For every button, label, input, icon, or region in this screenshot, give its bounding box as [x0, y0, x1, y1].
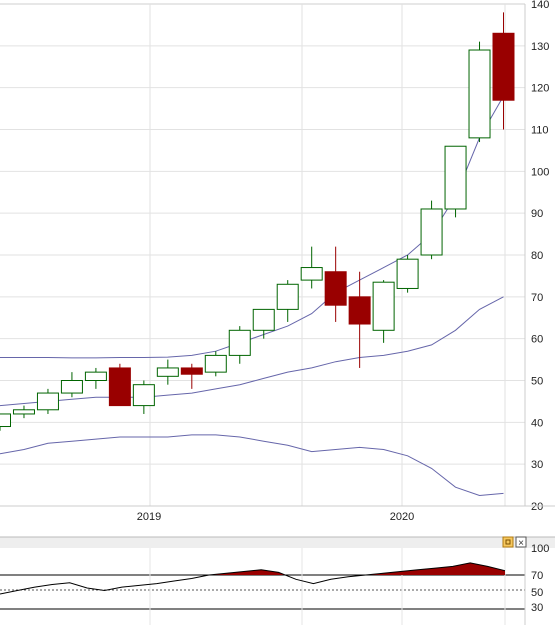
candle-body: [36, 392, 59, 411]
x-tick-label: 2020: [390, 511, 414, 523]
candle: [420, 200, 443, 260]
candle: [348, 271, 371, 368]
candle-body: [12, 409, 35, 415]
candle: [300, 246, 323, 289]
candle: [36, 388, 59, 414]
candle-body: [492, 32, 515, 101]
close-icon-glyph: ×: [518, 538, 524, 549]
settings-icon-glyph: [505, 539, 511, 545]
candle: [156, 359, 179, 385]
y-tick-label: 60: [531, 334, 543, 346]
candle-body: [252, 308, 275, 331]
x-tick-label: 2019: [137, 511, 161, 523]
candle: [228, 326, 251, 364]
overbought-fill: [209, 569, 286, 575]
y-tick-label: 120: [531, 83, 549, 95]
candle-body: [180, 367, 203, 375]
close-icon-box: [515, 536, 527, 548]
candle-body: [300, 267, 323, 281]
y-tick-label: 110: [531, 125, 549, 137]
y-tick-label: 100: [531, 166, 549, 178]
band-lower-line: [0, 434, 504, 497]
candle: [492, 12, 515, 130]
candle: [60, 372, 83, 398]
candle: [324, 246, 347, 322]
candle-body: [228, 329, 251, 356]
y-tick-label: 30: [531, 459, 543, 471]
candle-body: [420, 208, 443, 256]
candle-body: [204, 354, 227, 373]
oscillator-y-tick-label: 100: [531, 543, 549, 555]
candle-body: [0, 413, 11, 428]
candle: [204, 351, 227, 377]
candle: [468, 41, 491, 143]
band-upper-line: [0, 95, 504, 359]
candle-body: [396, 258, 419, 289]
settings-icon-box: [502, 536, 514, 548]
y-tick-label: 80: [531, 250, 543, 262]
candle: [444, 145, 467, 218]
candle: [180, 363, 203, 389]
candle: [252, 308, 275, 339]
oscillator-panel: × 100 70 50 30: [0, 536, 555, 625]
y-tick-label: 140: [531, 0, 549, 11]
oscillator-line: [0, 562, 506, 595]
candle: [372, 280, 395, 343]
candle: [396, 255, 419, 293]
y-tick-label: 90: [531, 208, 543, 220]
candle-body: [348, 296, 371, 325]
y-tick-label: 70: [531, 292, 543, 304]
candle-body: [444, 145, 467, 210]
y-tick-label: 130: [531, 41, 549, 53]
y-tick-label: 20: [531, 501, 543, 513]
candle-body: [108, 367, 131, 407]
candle: [132, 380, 155, 414]
candle-body: [60, 380, 83, 394]
close-icon[interactable]: ×: [515, 536, 527, 549]
candle-body: [132, 384, 155, 407]
candle: [12, 405, 35, 419]
candle-body: [324, 271, 347, 306]
y-tick-label: 40: [531, 417, 543, 429]
candle-body: [276, 283, 299, 310]
price-panel: 140 130 120 110 100 90 80 70 60 50 40 30 20 2019 2020: [0, 0, 555, 523]
y-tick-label: 50: [531, 376, 543, 388]
oscillator-y-tick-label: 70: [531, 570, 543, 582]
candle-body: [372, 281, 395, 331]
candle-body: [84, 371, 107, 381]
settings-icon[interactable]: [502, 536, 514, 548]
candle: [108, 363, 131, 407]
candle: [0, 413, 11, 431]
candle: [276, 280, 299, 322]
candle-body: [156, 367, 179, 377]
oscillator-y-tick-label: 50: [531, 587, 543, 599]
band-middle-line: [0, 296, 504, 407]
candle-body: [468, 49, 491, 139]
candle: [84, 367, 107, 389]
oscillator-y-tick-label: 30: [531, 602, 543, 614]
oscillator-header-bar: [0, 537, 555, 548]
